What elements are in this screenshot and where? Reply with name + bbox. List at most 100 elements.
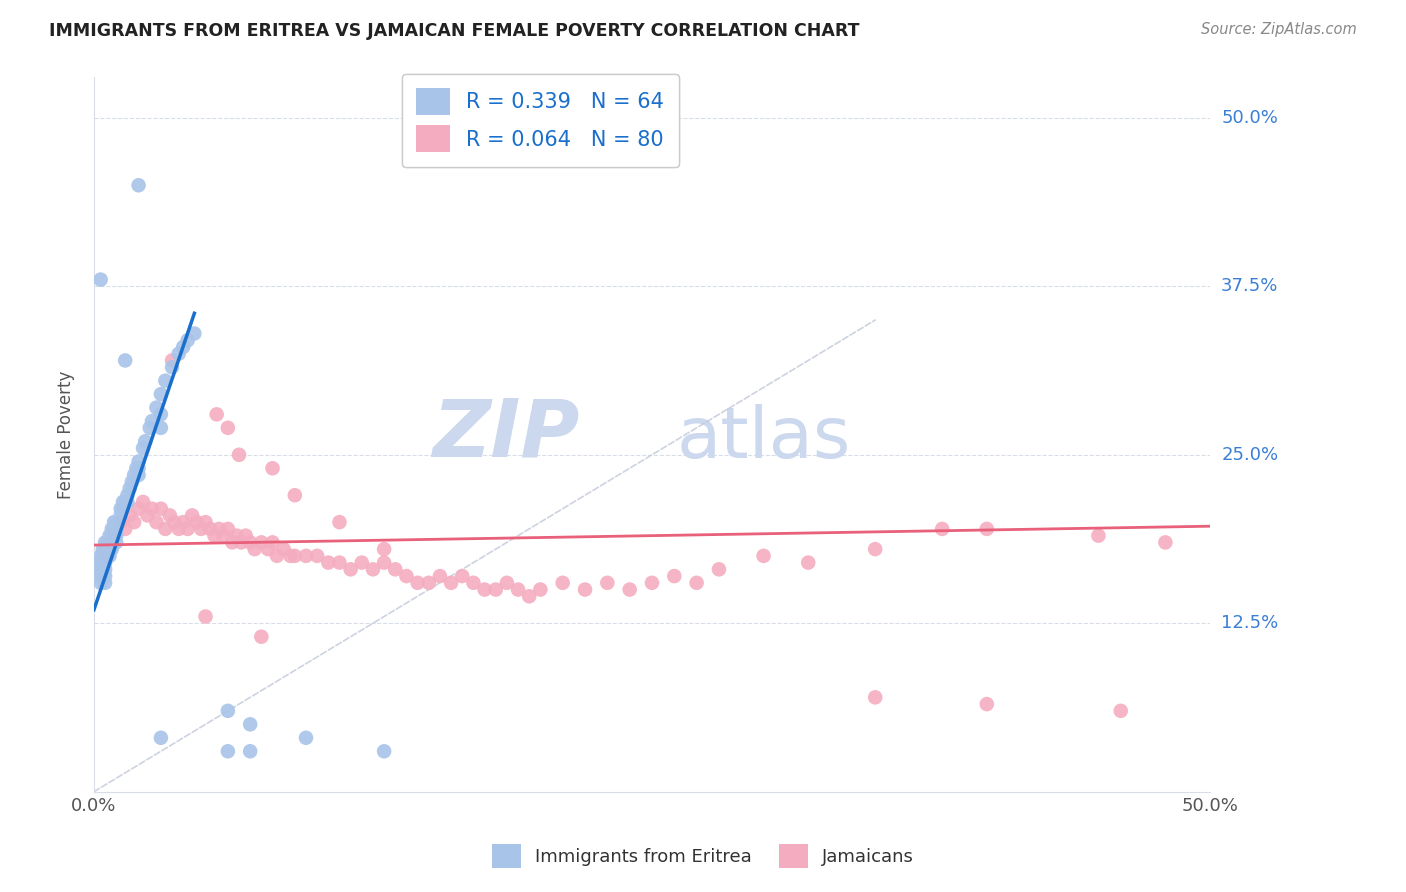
Point <box>506 582 529 597</box>
Point <box>707 562 730 576</box>
Point <box>128 461 150 475</box>
Point <box>295 731 318 745</box>
Point <box>91 562 114 576</box>
Point <box>641 575 664 590</box>
Point <box>451 569 474 583</box>
Point <box>94 542 117 557</box>
Point <box>98 528 121 542</box>
Point <box>91 542 114 557</box>
Point <box>101 528 124 542</box>
Point <box>103 522 125 536</box>
Point <box>105 535 128 549</box>
Point <box>318 556 340 570</box>
Point <box>118 482 141 496</box>
Point <box>141 501 163 516</box>
Text: 37.5%: 37.5% <box>1222 277 1278 295</box>
Point <box>418 575 440 590</box>
Point <box>149 421 172 435</box>
Point <box>167 347 190 361</box>
Point <box>160 353 183 368</box>
Text: 25.0%: 25.0% <box>1222 446 1278 464</box>
Legend: Immigrants from Eritrea, Jamaicans: Immigrants from Eritrea, Jamaicans <box>481 834 925 879</box>
Point <box>105 515 128 529</box>
Point <box>235 528 257 542</box>
Point <box>463 575 485 590</box>
Point <box>134 434 156 449</box>
Point <box>373 556 395 570</box>
Point <box>228 448 250 462</box>
Point <box>94 549 117 563</box>
Point <box>176 522 198 536</box>
Point <box>90 575 112 590</box>
Point <box>176 333 198 347</box>
Point <box>110 508 132 523</box>
Point <box>328 515 350 529</box>
Point <box>111 501 134 516</box>
Legend: R = 0.339   N = 64, R = 0.064   N = 80: R = 0.339 N = 64, R = 0.064 N = 80 <box>402 73 679 167</box>
Point <box>339 562 361 576</box>
Point <box>208 522 231 536</box>
Point <box>128 178 150 193</box>
Point <box>117 488 139 502</box>
Point <box>105 528 128 542</box>
Point <box>1154 535 1177 549</box>
Point <box>98 542 121 557</box>
Point <box>204 528 226 542</box>
Point <box>863 690 886 705</box>
Point <box>295 549 318 563</box>
Point <box>863 542 886 557</box>
Point <box>94 562 117 576</box>
Text: ZIP: ZIP <box>432 395 579 474</box>
Point <box>619 582 641 597</box>
Point <box>250 630 273 644</box>
Point <box>429 569 451 583</box>
Point <box>136 508 159 523</box>
Point <box>257 542 280 557</box>
Text: IMMIGRANTS FROM ERITREA VS JAMAICAN FEMALE POVERTY CORRELATION CHART: IMMIGRANTS FROM ERITREA VS JAMAICAN FEMA… <box>49 22 859 40</box>
Point <box>186 515 208 529</box>
Point <box>149 408 172 422</box>
Point <box>194 609 217 624</box>
Point <box>149 501 172 516</box>
Point <box>551 575 574 590</box>
Point <box>105 522 128 536</box>
Point <box>121 475 143 489</box>
Point <box>752 549 775 563</box>
Point <box>284 549 307 563</box>
Point <box>496 575 519 590</box>
Point <box>198 522 221 536</box>
Point <box>167 522 190 536</box>
Point <box>118 508 141 523</box>
Point <box>205 408 228 422</box>
Point <box>101 522 124 536</box>
Point <box>96 549 118 563</box>
Point <box>284 488 307 502</box>
Point <box>976 697 998 711</box>
Point <box>517 589 540 603</box>
Point <box>172 340 194 354</box>
Point <box>96 542 118 557</box>
Point <box>125 461 148 475</box>
Point <box>90 562 112 576</box>
Point <box>190 522 212 536</box>
Point <box>373 744 395 758</box>
Point <box>273 542 295 557</box>
Point <box>138 421 160 435</box>
Point <box>280 549 302 563</box>
Point <box>172 515 194 529</box>
Point <box>183 326 205 341</box>
Point <box>114 495 136 509</box>
Point <box>128 468 150 483</box>
Point <box>440 575 463 590</box>
Point <box>101 535 124 549</box>
Point <box>373 542 395 557</box>
Point <box>194 515 217 529</box>
Point <box>239 717 262 731</box>
Point <box>94 549 117 563</box>
Point <box>110 501 132 516</box>
Point <box>98 535 121 549</box>
Point <box>1087 528 1109 542</box>
Point <box>529 582 551 597</box>
Point <box>98 549 121 563</box>
Point <box>217 421 239 435</box>
